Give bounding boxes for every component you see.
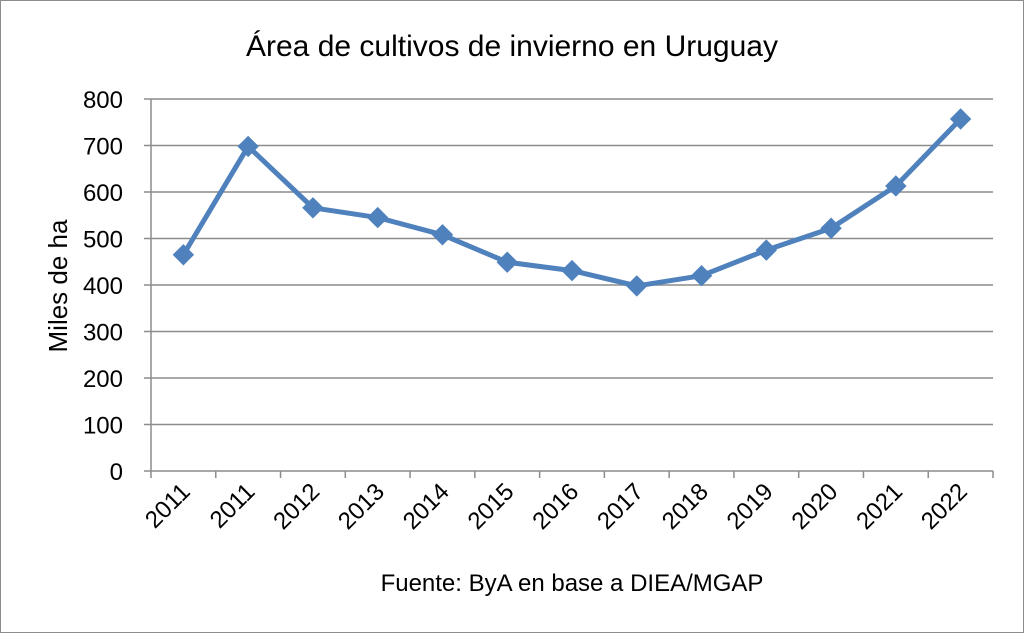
y-tick-label: 100: [83, 413, 123, 440]
y-tick-label: 0: [110, 459, 123, 486]
x-tick-label: 2020: [786, 478, 843, 535]
x-tick-labels: 2011 2011 2012 2013 2014 2015 2016 2017 2018 2019…: [140, 478, 973, 535]
data-point-marker: [302, 197, 324, 219]
x-tick-label: 2017: [592, 478, 649, 535]
data-point-marker: [366, 206, 389, 229]
data-point-marker: [561, 259, 583, 282]
data-point-marker: [496, 251, 518, 273]
x-tick-label: 2016: [527, 478, 584, 535]
data-point-marker: [820, 217, 842, 239]
y-tick-label: 800: [83, 87, 123, 114]
chart-title: Área de cultivos de invierno en Uruguay: [246, 30, 778, 63]
y-tick-label: 300: [83, 320, 123, 347]
data-point-marker: [885, 175, 907, 197]
data-point-marker: [431, 224, 454, 246]
y-tick-label: 500: [83, 227, 123, 254]
gridlines: [151, 98, 993, 426]
x-tick-label: 2011: [205, 478, 261, 534]
y-tick-label: 700: [83, 134, 123, 161]
x-tick-label: 2013: [333, 478, 390, 535]
data-point-marker: [172, 244, 195, 266]
data-point-marker: [755, 239, 778, 261]
source-note: Fuente: ByA en base a DIEA/MGAP: [381, 570, 764, 597]
x-tick-label: 2015: [463, 478, 520, 535]
x-tick-label: 2011: [140, 478, 196, 534]
x-tick-label: 2018: [657, 478, 714, 535]
y-tick-label: 600: [83, 180, 123, 207]
data-point-marker: [949, 108, 972, 130]
y-tick-label: 200: [83, 366, 123, 393]
x-tick-label: 2022: [916, 478, 973, 535]
x-tick-label: 2021: [851, 478, 908, 535]
y-axis-label: Miles de ha: [43, 219, 73, 352]
x-tick-label: 2014: [398, 478, 455, 535]
x-tick-label: 2012: [268, 478, 325, 535]
data-point-marker: [237, 135, 259, 158]
data-point-marker: [690, 264, 713, 287]
y-tick-labels: 0 100 200 300 400 500 600 700 800: [83, 87, 123, 486]
data-point-marker: [626, 275, 648, 297]
y-tick-label: 400: [83, 273, 123, 300]
x-tick-label: 2019: [722, 478, 779, 535]
axes: [144, 98, 994, 478]
series-layer: [172, 108, 972, 297]
